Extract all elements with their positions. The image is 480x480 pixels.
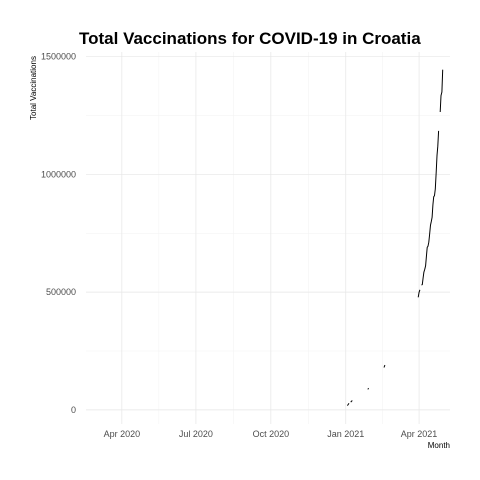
series-line-segment [350, 400, 353, 403]
y-tick-label: 500000 [46, 287, 76, 297]
chart-title: Total Vaccinations for COVID-19 in Croat… [79, 29, 421, 48]
series-line-segment [367, 387, 370, 390]
series-line-segment [383, 364, 386, 368]
y-tick-label: 1500000 [41, 52, 76, 62]
x-tick-label: Oct 2020 [253, 429, 290, 439]
x-axis-title: Month [428, 441, 450, 450]
x-tick-label: Apr 2021 [401, 429, 438, 439]
x-axis-tick-labels: Apr 2020 Jul 2020 Oct 2020 Jan 2021 Apr 2021 [104, 429, 438, 439]
series-line-segment [417, 289, 421, 298]
y-tick-label: 1000000 [41, 169, 76, 179]
series-line-segment [439, 69, 444, 113]
x-tick-label: Jan 2021 [327, 429, 364, 439]
y-tick-label: 0 [71, 405, 76, 415]
series-line-segment [346, 403, 350, 406]
y-axis-tick-labels: 0 500000 1000000 1500000 [41, 52, 76, 415]
series-total-vaccinations [346, 69, 444, 406]
x-tick-label: Apr 2020 [104, 429, 141, 439]
x-tick-label: Jul 2020 [179, 429, 213, 439]
gridlines [86, 52, 450, 424]
y-axis-title: Total Vaccinations [29, 56, 38, 120]
series-line-segment [421, 130, 440, 286]
